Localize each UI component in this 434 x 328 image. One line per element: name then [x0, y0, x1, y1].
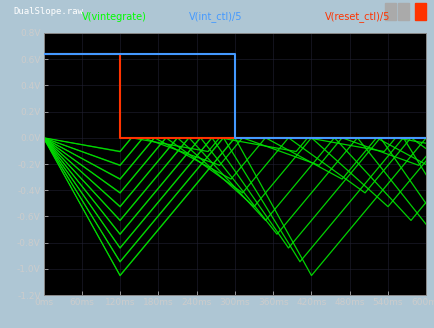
Text: V(reset_ctl)/5: V(reset_ctl)/5 [324, 11, 389, 22]
Text: DualSlope.raw: DualSlope.raw [13, 7, 83, 16]
Bar [384, 3, 395, 19]
Bar [414, 3, 425, 19]
Bar [397, 3, 408, 19]
Text: V(vintegrate): V(vintegrate) [82, 12, 146, 22]
Text: V(int_ctl)/5: V(int_ctl)/5 [189, 11, 242, 22]
